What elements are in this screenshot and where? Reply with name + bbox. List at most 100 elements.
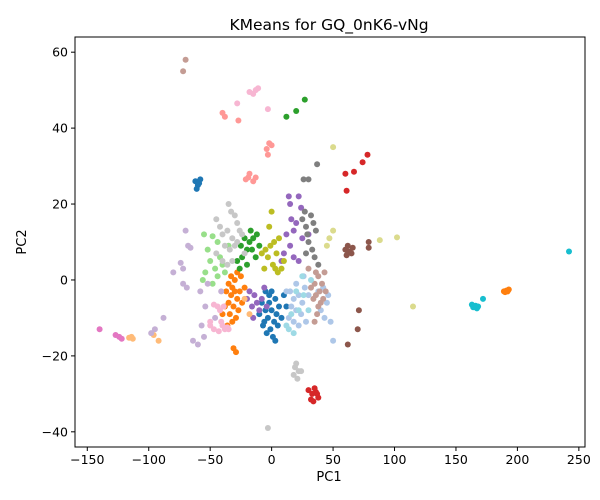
scatter-point-c3-3 — [364, 151, 371, 158]
scatter-point-c10-14 — [303, 318, 309, 325]
scatter-point-c1-5 — [225, 299, 232, 306]
x-tick-label: −100 — [132, 452, 166, 467]
scatter-point-c1-13 — [223, 288, 230, 295]
scatter-point-c15-4 — [311, 280, 318, 287]
scatter-point-c2-15 — [256, 242, 263, 249]
scatter-point-c3-0 — [342, 170, 349, 177]
scatter-point-c7-10 — [309, 246, 316, 253]
scatter-point-c14-7 — [170, 269, 177, 276]
scatter-point-c1-19 — [241, 284, 248, 291]
scatter-point-c0-23 — [278, 314, 285, 321]
x-tick-label: 150 — [444, 452, 468, 467]
scatter-point-c8-4 — [273, 250, 280, 257]
y-axis-ticks: −40 −20 0 20 40 60 — [42, 45, 75, 439]
scatter-point-c4-20 — [256, 307, 263, 314]
scatter-point-c12-1 — [209, 233, 216, 240]
x-tick-label: −50 — [197, 452, 223, 467]
scatter-point-c19-0 — [299, 273, 306, 280]
x-tick-label: 250 — [567, 452, 591, 467]
scatter-point-c3-10 — [311, 385, 318, 392]
scatter-point-c2-7 — [250, 235, 257, 242]
scatter-point-c5-10 — [344, 341, 351, 348]
scatter-point-c18-0 — [330, 144, 337, 151]
scatter-point-c4-23 — [250, 314, 257, 321]
scatter-point-c4-12 — [290, 254, 297, 261]
scatter-point-c3-4 — [343, 187, 350, 194]
scatter-point-c15-9 — [320, 295, 327, 302]
scatter-point-c11-4 — [155, 337, 162, 344]
scatter-point-c10-6 — [288, 303, 295, 310]
scatter-point-c15-14 — [308, 284, 314, 291]
scatter-point-c16-8 — [220, 303, 227, 310]
scatter-point-c2-1 — [301, 96, 308, 103]
scatter-point-c1-10 — [229, 318, 236, 325]
scatter-point-c1-8 — [226, 311, 233, 318]
scatter-point-c2-13 — [252, 254, 259, 261]
scatter-point-c18-1 — [330, 227, 337, 234]
scatter-point-c17-3 — [231, 212, 238, 219]
scatter-point-c3-11 — [314, 390, 321, 397]
scatter-point-c17-26 — [264, 425, 271, 431]
scatter-point-c8-0 — [268, 208, 275, 215]
scatter-point-c7-6 — [303, 223, 309, 230]
scatter-point-c12-5 — [207, 258, 214, 264]
scatter-point-c0-4 — [196, 180, 203, 187]
scatter-point-c8-1 — [266, 223, 273, 230]
scatter-point-c18-4 — [376, 237, 383, 244]
scatter-point-c17-4 — [234, 220, 241, 226]
x-tick-label: 200 — [505, 452, 529, 467]
scatter-point-c10-8 — [290, 318, 297, 325]
scatter-point-c7-4 — [301, 208, 308, 215]
scatter-point-c12-0 — [201, 231, 207, 238]
scatter-point-c2-2 — [283, 113, 290, 120]
plot-frame — [74, 36, 586, 448]
scatter-point-c2-9 — [237, 242, 244, 249]
scatter-point-c7-12 — [303, 250, 309, 257]
scatter-point-c3-5 — [305, 387, 312, 394]
scatter-point-c11-5 — [241, 295, 248, 302]
scatter-point-c7-11 — [311, 254, 318, 261]
scatter-point-c14-10 — [198, 322, 205, 329]
scatter-point-c17-19 — [241, 250, 248, 257]
scatter-point-c4-16 — [249, 303, 255, 310]
scatter-point-c12-12 — [209, 280, 216, 287]
scatter-point-c15-3 — [315, 273, 322, 280]
scatter-point-c13-6 — [242, 176, 249, 183]
scatter-point-c0-15 — [271, 318, 278, 325]
scatter-point-c1-9 — [233, 314, 239, 321]
scatter-point-c17-16 — [224, 261, 231, 268]
scatter-point-c8-14 — [258, 250, 265, 257]
scatter-point-c7-2 — [300, 176, 307, 183]
scatter-point-c9-5 — [472, 302, 479, 309]
scatter-point-c5-2 — [349, 244, 356, 251]
scatter-point-c0-8 — [272, 295, 279, 302]
scatter-point-c19-8 — [283, 322, 290, 329]
scatter-point-c6-3 — [118, 335, 125, 342]
scatter-point-c12-8 — [202, 269, 209, 276]
scatter-point-c2-6 — [246, 239, 253, 245]
scatter-point-c2-8 — [253, 231, 260, 238]
scatter-point-c0-13 — [264, 314, 271, 321]
scatter-point-c2-14 — [236, 265, 243, 272]
y-tick-label: 20 — [52, 197, 68, 212]
scatter-point-c4-2 — [287, 201, 294, 207]
scatter-point-c14-19 — [212, 314, 219, 321]
scatter-point-c14-0 — [182, 227, 189, 234]
scatter-point-c10-9 — [295, 322, 302, 329]
scatter-point-c10-20 — [330, 337, 337, 344]
scatter-point-c1-3 — [228, 292, 235, 299]
scatter-point-c0-12 — [273, 311, 280, 318]
scatter-point-c14-6 — [183, 284, 190, 291]
scatter-point-c3-1 — [351, 168, 357, 175]
scatter-point-c7-7 — [312, 227, 319, 234]
scatter-point-c8-13 — [280, 258, 287, 264]
scatter-point-c3-12 — [310, 398, 317, 405]
scatter-point-c18-6 — [410, 303, 416, 310]
scatter-point-c10-16 — [323, 299, 330, 306]
scatter-point-c4-13 — [295, 258, 302, 264]
scatter-point-c16-13 — [218, 318, 225, 325]
scatter-point-c19-1 — [308, 277, 314, 283]
scatter-point-c15-11 — [319, 280, 325, 287]
scatter-point-c4-4 — [288, 216, 295, 223]
scatter-point-c8-6 — [264, 254, 271, 261]
